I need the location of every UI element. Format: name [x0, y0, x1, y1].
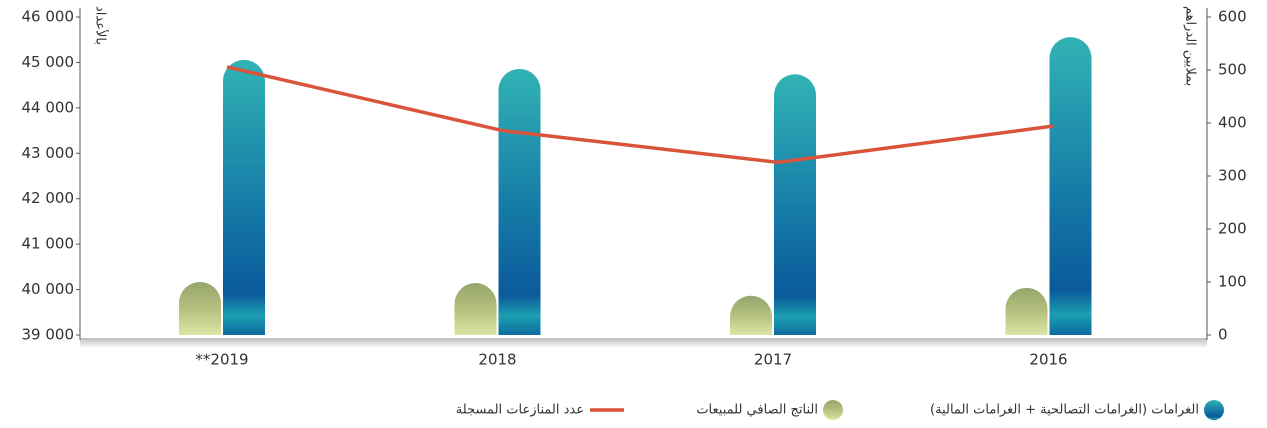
legend-swatch	[1204, 400, 1224, 420]
bar	[223, 59, 265, 336]
y-tick-label: 40 000	[22, 280, 75, 298]
y2-tick-label: 400	[1218, 114, 1247, 132]
bar	[730, 295, 772, 335]
y-tick-label: 41 000	[22, 235, 75, 253]
y2-tick-label: 600	[1218, 8, 1247, 26]
bar	[498, 68, 541, 335]
y-tick-label: 46 000	[22, 8, 75, 26]
x-tick-label: **2019	[195, 351, 248, 369]
legend-swatch	[823, 400, 843, 420]
y-tick-label: 42 000	[22, 189, 75, 207]
y-axis-label: بالأعداد	[93, 6, 110, 45]
legend-label: الناتج الصافي للمبيعات	[696, 403, 818, 418]
bar	[454, 283, 497, 335]
legend-label: الغرامات (الغرامات التصالحية + الغرامات …	[930, 403, 1199, 418]
y2-tick-label: 300	[1218, 167, 1247, 185]
y2-tick-label: 500	[1218, 61, 1247, 79]
y2-axis-label: بملايين الدراهم	[1183, 6, 1198, 86]
y2-tick-label: 0	[1218, 326, 1228, 344]
line	[226, 65, 1054, 165]
x-tick-label: 2016	[1029, 351, 1067, 369]
bar	[774, 74, 816, 336]
bar	[179, 282, 221, 335]
y-tick-label: 43 000	[22, 144, 75, 162]
y2-tick-label: 100	[1218, 273, 1247, 291]
x-tick-label: 2017	[754, 351, 792, 369]
x-tick-label: 2018	[478, 351, 516, 369]
baseline-shadow	[80, 338, 1207, 348]
legend-label: عدد المنازعات المسجلة	[456, 403, 584, 418]
y2-tick-label: 200	[1218, 220, 1247, 238]
bar	[1005, 287, 1048, 335]
y-tick-label: 45 000	[22, 53, 75, 71]
bar	[1049, 37, 1092, 335]
y-tick-label: 44 000	[22, 98, 75, 116]
y-tick-label: 39 000	[22, 326, 75, 344]
